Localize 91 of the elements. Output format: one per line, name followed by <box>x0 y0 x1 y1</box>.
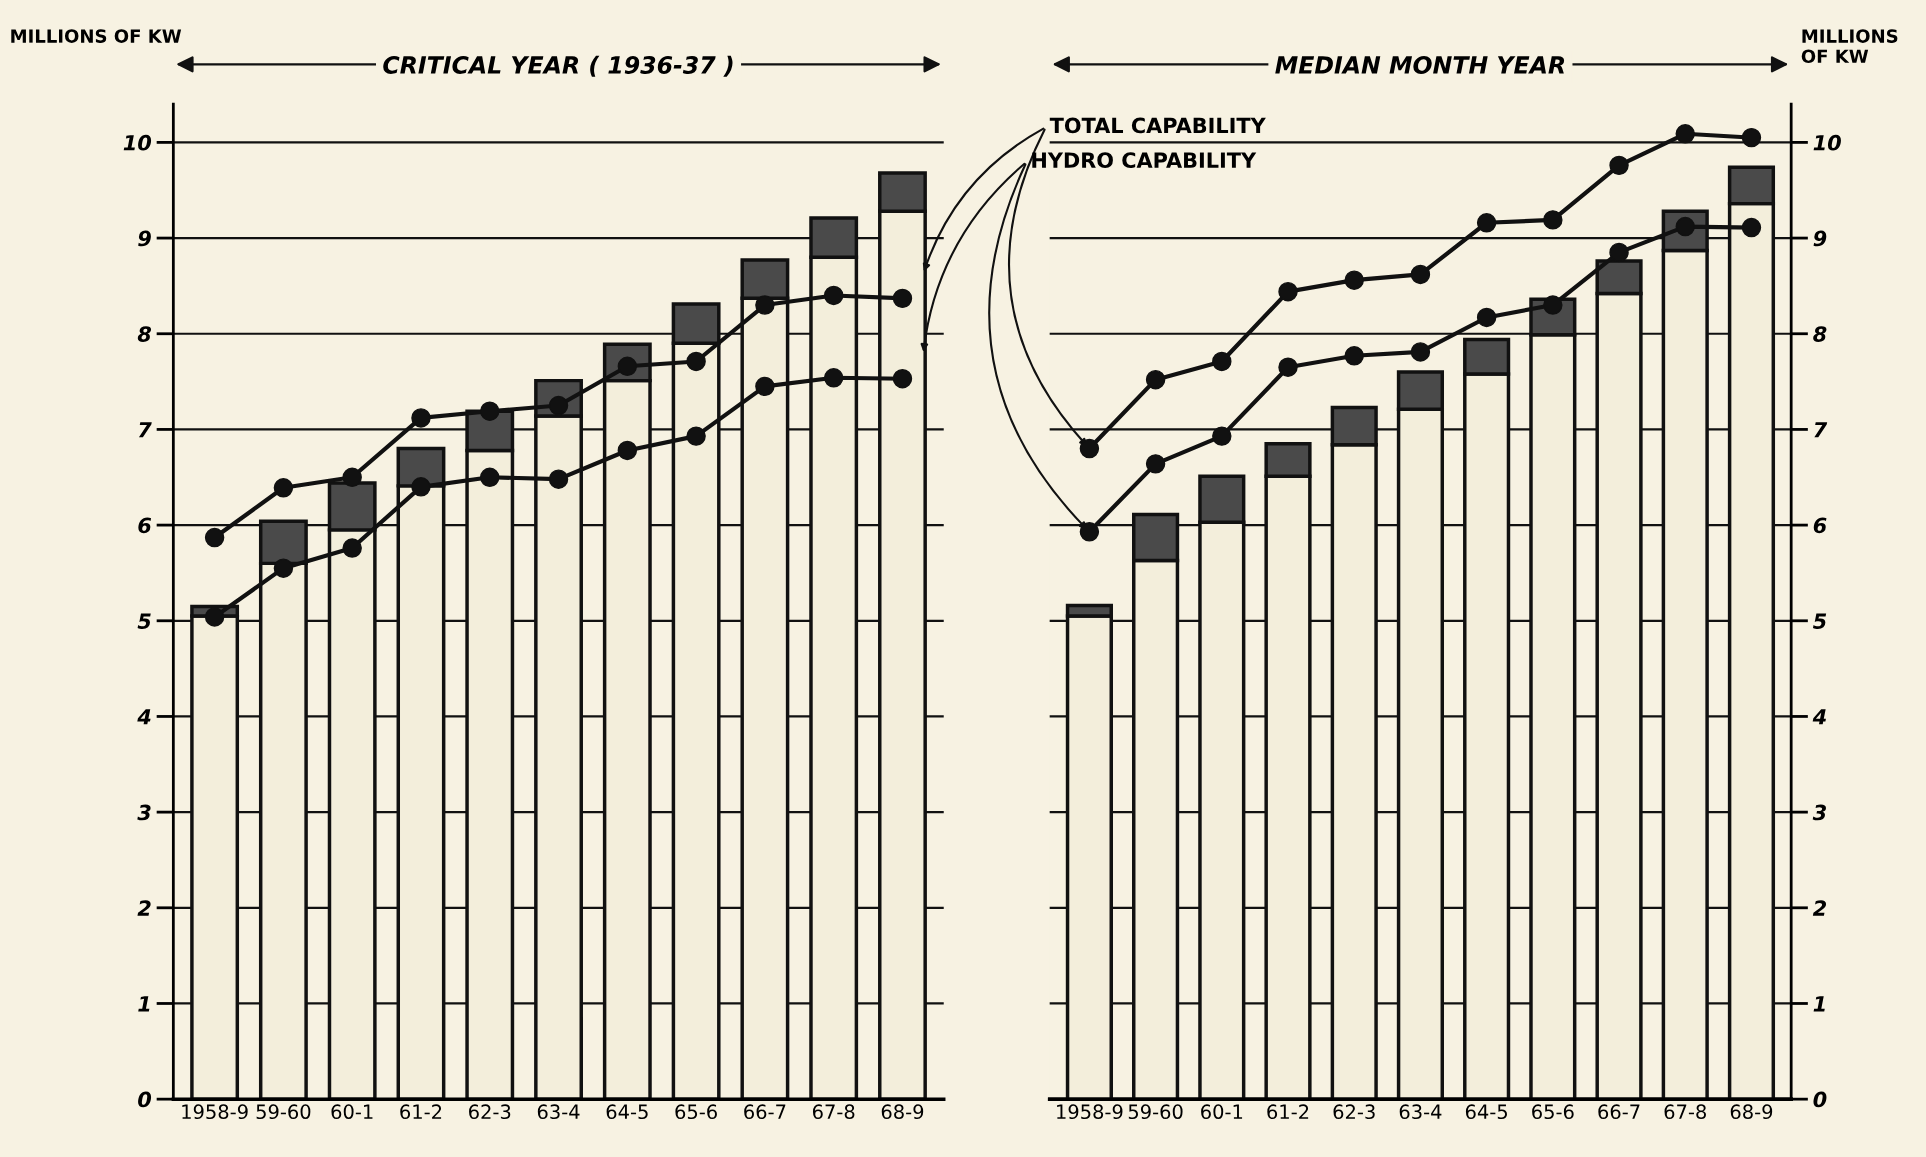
point <box>823 285 844 306</box>
y2-tick-label: 5 <box>1812 613 1827 629</box>
y-tick-label: 4 <box>137 709 151 725</box>
point <box>686 426 706 446</box>
y-tick-label: 2 <box>137 900 151 916</box>
y2-tick-label: 1 <box>1813 996 1825 1012</box>
x-tick-label: 63-4 <box>1399 1104 1442 1120</box>
x-tick-label: 60-1 <box>331 1104 373 1120</box>
x-tick-label: 1958-9 <box>1057 1104 1123 1120</box>
point <box>411 477 431 497</box>
point <box>342 538 362 558</box>
x-tick-label: 64-5 <box>606 1104 648 1120</box>
point <box>1543 295 1563 315</box>
point <box>755 295 775 315</box>
point <box>273 558 294 578</box>
x-tick-label: 65-6 <box>675 1104 717 1120</box>
y2-tick-label: 3 <box>1812 804 1826 821</box>
point <box>411 408 431 428</box>
y2-tick-label: 9 <box>1813 230 1827 247</box>
point <box>273 478 294 498</box>
point <box>1344 270 1364 290</box>
point <box>1278 281 1298 302</box>
y-tick-label: 3 <box>137 804 151 821</box>
x-tick-label: 59-60 <box>256 1104 311 1120</box>
x-tick-label: 67-8 <box>812 1104 855 1120</box>
x-tick-label: 67-8 <box>1664 1104 1706 1120</box>
point <box>480 467 500 487</box>
y-tick-label: 10 <box>123 134 152 151</box>
point <box>755 376 775 397</box>
x-tick-label: 59-60 <box>1128 1104 1183 1120</box>
point <box>1543 210 1563 230</box>
point <box>617 440 638 461</box>
x-tick-label: 61-2 <box>400 1104 442 1120</box>
point <box>823 368 844 388</box>
point <box>892 288 913 309</box>
point <box>1410 342 1431 362</box>
point <box>1476 213 1497 233</box>
point <box>1675 124 1695 144</box>
point <box>1278 357 1298 377</box>
x-tick-label: 1958-9 <box>182 1104 248 1120</box>
x-tick-label: 61-2 <box>1267 1104 1309 1120</box>
point <box>1609 155 1629 176</box>
point <box>342 467 362 487</box>
text: HYDRO CAPABILITY <box>1032 152 1257 169</box>
x-tick-label: 64-5 <box>1465 1104 1507 1120</box>
y-tick-label: 8 <box>137 326 152 342</box>
x-tick-label: 62-3 <box>1333 1104 1375 1120</box>
y2-tick-label: 10 <box>1813 134 1841 151</box>
point <box>1212 351 1232 372</box>
y-tick-label: 1 <box>138 996 150 1012</box>
y-tick-label: 9 <box>138 230 151 247</box>
x-tick-label: 66-7 <box>744 1104 786 1120</box>
point <box>204 527 225 548</box>
y2-axis-title: MILLIONS OF KW <box>1801 29 1898 64</box>
point <box>548 469 569 489</box>
chart-title: MEDIAN MONTH YEAR <box>1275 56 1565 74</box>
point <box>1145 369 1166 390</box>
point <box>1212 426 1232 446</box>
x-tick-label: 68-9 <box>1730 1104 1773 1120</box>
x-tick-label: 65-6 <box>1532 1104 1574 1120</box>
y2-tick-label: 8 <box>1813 326 1827 342</box>
y-tick-label: 0 <box>138 1091 152 1108</box>
x-tick-label: 68-9 <box>881 1104 924 1120</box>
y2-tick-label: 6 <box>1813 517 1827 534</box>
point <box>1344 346 1364 366</box>
y2-tick-label: 4 <box>1812 709 1826 725</box>
x-tick-label: 66-7 <box>1598 1104 1640 1120</box>
y-axis-title: MILLIONS OF KW <box>11 29 182 43</box>
y2-tick-label: 2 <box>1812 900 1827 916</box>
point <box>1741 217 1762 238</box>
y2-tick-label: 0 <box>1813 1091 1827 1108</box>
y-tick-label: 6 <box>138 517 152 534</box>
point <box>1476 307 1497 328</box>
point <box>1741 127 1762 148</box>
point <box>480 401 500 421</box>
chart-title: CRITICAL YEAR ( 1936-37 ) <box>383 55 733 77</box>
point <box>1079 522 1100 542</box>
x-tick-label: 60-1 <box>1201 1104 1243 1120</box>
point <box>892 368 913 389</box>
x-tick-label: 62-3 <box>469 1104 511 1120</box>
point <box>1145 454 1166 474</box>
y-tick-label: 5 <box>137 613 151 629</box>
point <box>1410 264 1431 285</box>
point <box>204 607 225 627</box>
y2-tick-label: 7 <box>1814 422 1828 438</box>
x-tick-label: 63-4 <box>537 1104 580 1120</box>
text: TOTAL CAPABILITY <box>1049 117 1266 134</box>
y-tick-label: 7 <box>138 422 152 438</box>
point <box>1609 242 1629 263</box>
point <box>1079 438 1100 459</box>
point <box>686 351 706 372</box>
